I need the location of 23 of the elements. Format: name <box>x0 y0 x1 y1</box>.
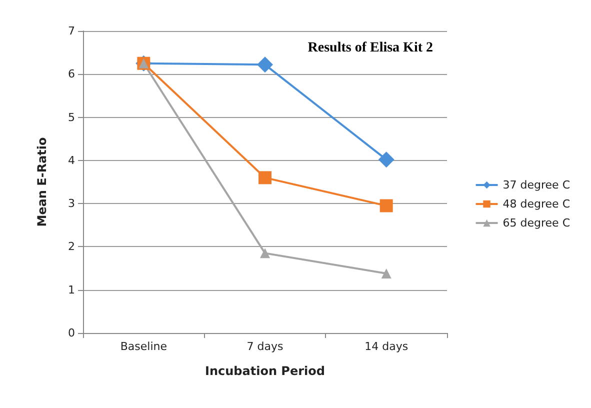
y-axis-title: Mean E-Ratio <box>35 137 49 227</box>
y-tick-label: 0 <box>68 326 75 340</box>
x-tick-label: Baseline <box>120 340 168 353</box>
legend-label: 37 degree C <box>502 178 570 192</box>
x-axis-title: Incubation Period <box>205 364 325 378</box>
y-tick-label: 4 <box>68 154 75 167</box>
point <box>378 152 394 168</box>
point <box>257 56 273 73</box>
point <box>260 248 270 258</box>
y-tick-label: 2 <box>68 240 75 254</box>
text: Results of Elisa Kit 2 <box>308 40 434 56</box>
y-tick-label: 7 <box>68 24 75 38</box>
legend-label: 65 degree C <box>502 216 570 230</box>
point <box>381 268 392 278</box>
y-tick-label: 1 <box>68 283 75 296</box>
point <box>258 171 272 184</box>
legend-label: 48 degree C <box>502 198 570 210</box>
x-tick-label: 14 days <box>364 340 408 353</box>
y-tick-label: 6 <box>68 68 75 81</box>
y-tick-label: 5 <box>68 110 75 124</box>
point <box>380 199 393 212</box>
x-tick-label: 7 days <box>246 340 284 353</box>
y-tick-label: 3 <box>68 197 75 210</box>
